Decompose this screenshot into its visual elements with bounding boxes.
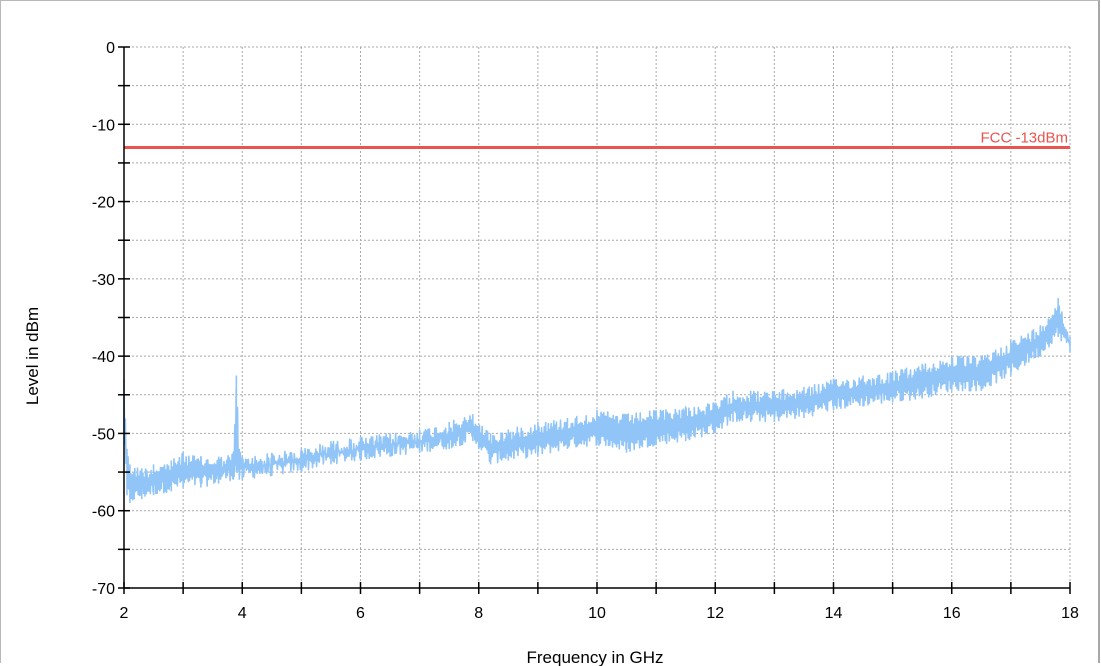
- x-tick-label: 10: [588, 605, 606, 622]
- x-tick-label: 12: [706, 605, 724, 622]
- x-tick-label: 6: [356, 605, 365, 622]
- limit-layer: FCC -13dBm: [124, 129, 1070, 149]
- spectrum-series-line: [123, 298, 1071, 503]
- x-tick-label: 18: [1061, 605, 1079, 622]
- y-tick-label: -30: [92, 272, 115, 289]
- x-tick-label: 4: [238, 605, 247, 622]
- y-axis-title: Level in dBm: [23, 307, 42, 405]
- axes: [118, 46, 1071, 594]
- series-layer: [123, 298, 1071, 503]
- x-tick-labels: 2 4 6 8 10 12 14 16 18: [120, 605, 1079, 622]
- y-tick-label: -20: [92, 195, 115, 212]
- x-tick-label: 14: [825, 605, 843, 622]
- y-tick-label: -70: [92, 581, 115, 598]
- y-tick-labels: 0 -10 -20 -30 -40 -50 -60 -70: [92, 40, 115, 598]
- y-tick-label: -50: [92, 426, 115, 443]
- y-tick-label: -40: [92, 349, 115, 366]
- y-tick-label: 0: [106, 40, 115, 57]
- y-tick-label: -10: [92, 117, 115, 134]
- grid-lines: [124, 46, 1071, 588]
- x-tick-label: 8: [474, 605, 483, 622]
- x-tick-label: 16: [943, 605, 961, 622]
- x-axis-title: Frequency in GHz: [527, 648, 664, 666]
- y-tick-label: -60: [92, 504, 115, 521]
- x-tick-label: 2: [120, 605, 129, 622]
- fcc-limit-label: FCC -13dBm: [980, 129, 1068, 146]
